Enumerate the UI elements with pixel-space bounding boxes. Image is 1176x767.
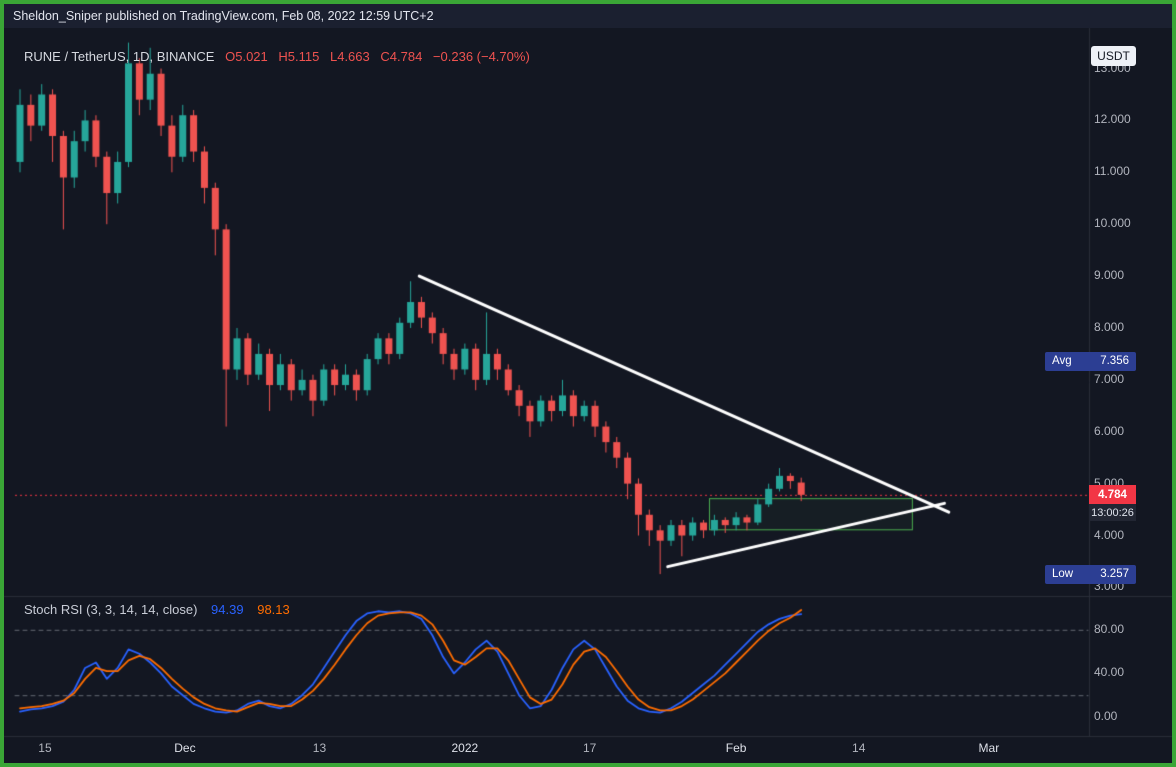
- ohlc-open: O5.021: [225, 49, 268, 64]
- avg-value: 7.356: [1100, 355, 1129, 368]
- price-tick-label: 10.000: [1094, 216, 1131, 231]
- ohlc-low: L4.663: [329, 49, 370, 64]
- change-percent: −0.236 (−4.70%): [432, 49, 530, 64]
- stoch-k-value: 94.39: [211, 602, 244, 617]
- countdown-timer: 13:00:26: [1089, 504, 1136, 522]
- avg-price-badge: Avg 7.356: [1045, 351, 1136, 371]
- time-tick-label: Dec: [174, 741, 196, 755]
- last-price-value: 4.784: [1098, 488, 1127, 501]
- time-tick-label: 14: [852, 741, 866, 755]
- time-tick-label: 17: [582, 741, 597, 755]
- symbol-title: RUNE / TetherUS, 1D, BINANCE: [24, 49, 215, 64]
- stoch-rsi-legend: Stoch RSI (3, 3, 14, 14, close) 94.39 98…: [24, 602, 290, 617]
- ohlc-close: C4.784: [380, 49, 423, 64]
- stoch-tick-label: 40.00: [1094, 665, 1125, 680]
- last-price-badge: 4.784: [1089, 485, 1136, 505]
- low-price-badge: Low 3.257: [1045, 564, 1136, 584]
- stoch-d-value: 98.13: [257, 602, 290, 617]
- attribution-bar: Sheldon_Sniper published on TradingView.…: [4, 4, 1172, 28]
- stoch-tick-label: 0.00: [1094, 709, 1118, 723]
- time-tick-label: 15: [38, 741, 52, 755]
- stoch-tick-label: 80.00: [1094, 621, 1125, 636]
- price-tick-label: 8.000: [1094, 319, 1125, 334]
- price-tick-label: 12.000: [1094, 112, 1131, 127]
- ohlc-high: H5.115: [278, 49, 320, 64]
- low-value: 3.257: [1100, 568, 1129, 581]
- stoch-title: Stoch RSI (3, 3, 14, 14, close): [24, 602, 198, 617]
- avg-label: Avg: [1052, 355, 1072, 368]
- currency-badge[interactable]: USDT: [1091, 46, 1136, 66]
- price-tick-label: 4.000: [1094, 527, 1125, 542]
- price-tick-label: 11.000: [1094, 164, 1130, 179]
- price-tick-label: 9.000: [1094, 268, 1125, 283]
- time-tick-label: 2022: [451, 741, 479, 755]
- price-tick-label: 6.000: [1094, 423, 1125, 438]
- attribution-text: Sheldon_Sniper published on TradingView.…: [13, 9, 434, 23]
- time-tick-label: 13: [312, 741, 327, 755]
- time-tick-label: Mar: [978, 741, 1000, 755]
- time-tick-label: Feb: [725, 741, 747, 755]
- low-label: Low: [1052, 568, 1074, 581]
- symbol-legend: RUNE / TetherUS, 1D, BINANCE O5.021 H5.1…: [24, 49, 537, 64]
- price-tick-label: 7.000: [1094, 371, 1125, 386]
